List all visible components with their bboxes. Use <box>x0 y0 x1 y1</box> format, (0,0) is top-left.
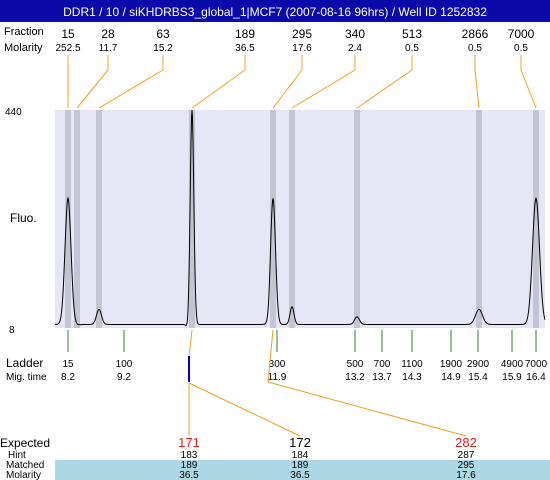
expected-connector <box>188 382 301 437</box>
peak-molarity-value: 15.2 <box>153 43 173 54</box>
expected-connector <box>267 381 467 437</box>
ladder-size-value: 15 <box>62 359 74 370</box>
peak-band <box>533 110 539 328</box>
peak-molarity-value: 36.5 <box>235 43 255 54</box>
connector-line <box>191 69 246 109</box>
peak-size-value: 295 <box>292 27 312 41</box>
peak-molarity-value: 17.6 <box>292 43 312 54</box>
connector-line <box>272 69 303 109</box>
expected-molarity-value: 36.5 <box>290 470 310 480</box>
ladder-time-value: 15.4 <box>468 372 488 383</box>
connector-line <box>520 69 537 109</box>
plot-area <box>55 110 545 328</box>
peak-band <box>65 110 71 328</box>
connector-line <box>291 69 356 109</box>
peak-band <box>189 110 195 328</box>
ladder-time-value: 16.4 <box>526 372 546 383</box>
ladder-size-value: 4900 <box>501 359 524 370</box>
hint-value: 184 <box>292 450 309 461</box>
expected-molarity-label: Molarity <box>6 470 41 480</box>
mig-time-label: Mig. time <box>6 372 47 383</box>
ladder-values: 15 8.2 100 9.2 300 11.9 500 13.2 700 13.7 1100 14.3… <box>61 359 548 383</box>
expected-label: Expected <box>0 436 50 450</box>
peak-molarity-value: 252.5 <box>55 43 80 54</box>
peak-molarity-value: 11.7 <box>99 43 118 54</box>
hint-label: Hint <box>8 450 26 461</box>
ladder-time-value: 14.9 <box>441 372 461 383</box>
peak-size-value: 340 <box>345 27 365 41</box>
peak-size-value: 513 <box>402 27 422 41</box>
peak-band <box>270 110 276 328</box>
peak-size-value: 189 <box>235 27 255 41</box>
peak-molarity-value: 0.5 <box>514 43 528 54</box>
expected-connector <box>267 329 274 383</box>
molarity-label: Molarity <box>4 42 43 54</box>
ladder-time-value: 13.2 <box>345 372 365 383</box>
peak-band <box>96 110 102 328</box>
connector-line <box>356 69 413 109</box>
ladder-size-value: 2900 <box>467 359 490 370</box>
peak-band <box>476 110 482 328</box>
ladder-time-value: 11.9 <box>268 372 287 383</box>
molarity-row-bg <box>55 470 550 480</box>
expected-molarity-value: 36.5 <box>179 470 199 480</box>
peak-size-value: 15 <box>61 27 75 41</box>
peak-size-value: 2866 <box>462 27 489 41</box>
ladder-size-value: 1900 <box>440 359 463 370</box>
ladder-time-value: 14.3 <box>402 372 422 383</box>
chart-title: DDR1 / 10 / siKHDRBS3_global_1|MCF7 (200… <box>63 5 487 19</box>
expected-connector <box>188 329 193 358</box>
ladder-size-value: 1100 <box>401 359 423 370</box>
matched-row-bg <box>55 460 550 470</box>
ladder-size-value: 300 <box>269 359 286 370</box>
peak-size-value: 63 <box>156 27 170 41</box>
expected-value: 282 <box>455 435 477 450</box>
ladder-size-value: 700 <box>374 359 391 370</box>
header-bar <box>0 0 550 22</box>
peak-bands <box>65 110 539 328</box>
matched-value: 189 <box>181 460 198 471</box>
ladder-size-value: 100 <box>116 359 133 370</box>
peak-size-value: 7000 <box>508 27 535 41</box>
peak-band <box>74 110 80 328</box>
ladder-size-value: 500 <box>347 359 364 370</box>
peak-connectors <box>67 55 537 109</box>
ladder-ticks <box>67 330 537 352</box>
expected-value: 171 <box>178 435 200 450</box>
hint-value: 287 <box>458 450 475 461</box>
peak-band <box>354 110 360 328</box>
y-min-label: 8 <box>9 325 15 336</box>
y-max-label: 440 <box>5 107 22 118</box>
ladder-size-value: 7000 <box>525 359 548 370</box>
matched-value: 189 <box>292 460 309 471</box>
expected-fan-lines <box>188 329 467 437</box>
y-axis-title: Fluo. <box>10 211 37 225</box>
peak-molarity-value: 0.5 <box>468 43 482 54</box>
expected-molarity-value: 17.6 <box>456 470 476 480</box>
hint-value: 183 <box>181 450 198 461</box>
ladder-time-value: 15.9 <box>502 372 522 383</box>
fraction-label: Fraction <box>4 26 44 38</box>
peak-molarity-value: 0.5 <box>405 43 419 54</box>
matched-value: 295 <box>458 460 475 471</box>
peak-molarity-value: 2.4 <box>348 43 362 54</box>
ladder-time-value: 9.2 <box>117 372 131 383</box>
matched-label: Matched <box>6 460 44 471</box>
top-values: 15 252.5 28 11.7 63 15.2 189 36.5 295 17.6 340 2.4 5… <box>55 27 534 54</box>
connector-line <box>98 69 164 109</box>
ladder-time-value: 13.7 <box>372 372 392 383</box>
fluorescence-trace <box>54 110 546 326</box>
peak-size-value: 28 <box>101 27 115 41</box>
ladder-label: Ladder <box>6 356 43 370</box>
expected-value: 172 <box>289 435 311 450</box>
peak-band <box>289 110 295 328</box>
connector-line <box>76 69 109 109</box>
connector-line <box>474 69 480 109</box>
ladder-time-value: 8.2 <box>61 372 75 383</box>
